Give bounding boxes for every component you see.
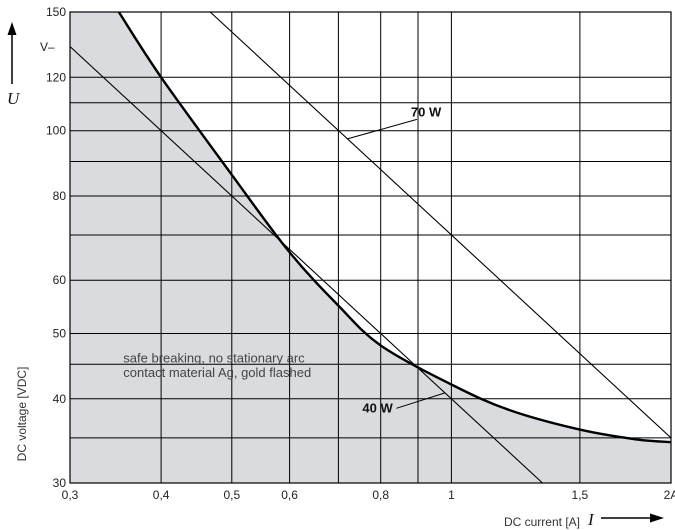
y-tick-labels: 30 40 50 60 80 100 120 150 <box>46 5 66 490</box>
y-tick-label: 30 <box>53 476 67 490</box>
plot-frame <box>69 11 672 484</box>
region-annotation: contact material Ag, gold flashed <box>123 365 311 380</box>
x-tick-label: 0,8 <box>372 488 389 502</box>
y-axis-title: DC voltage [VDC] <box>15 367 29 462</box>
region-annotation: safe breaking, no stationary arc <box>123 350 305 365</box>
y-tick-label: 120 <box>46 70 66 84</box>
y-tick-label: 40 <box>53 392 67 406</box>
annotations: safe breaking, no stationary arccontact … <box>123 104 446 415</box>
x-tick-label: 2A <box>664 488 675 502</box>
series-lines <box>70 12 671 483</box>
safe-breaking-region <box>70 12 671 483</box>
y-tick-label: 150 <box>46 5 66 19</box>
x-tick-label: 1 <box>448 488 455 502</box>
series-leader-line <box>396 392 446 409</box>
x-tick-label: 0,6 <box>281 488 298 502</box>
y-tick-label: 100 <box>46 124 66 138</box>
x-tick-label: 0,5 <box>223 488 240 502</box>
x-axis-arrow-icon <box>601 513 664 523</box>
x-axis-title: DC current [A] <box>504 515 580 529</box>
y-tick-label: 50 <box>53 327 67 341</box>
x-tick-label: 1,5 <box>572 488 589 502</box>
y-unit-label: V– <box>40 40 55 54</box>
x-tick-label: 0,4 <box>153 488 170 502</box>
limit-curve <box>117 12 671 444</box>
power-line-70w <box>209 12 671 439</box>
series-label: 70 W <box>411 104 442 119</box>
y-axis-arrow-icon <box>7 22 17 84</box>
y-tick-label: 80 <box>53 189 67 203</box>
series-label: 40 W <box>362 400 393 415</box>
series-leader-line <box>347 118 418 140</box>
x-tick-label: 0,3 <box>62 488 79 502</box>
power-line-40w <box>70 46 543 483</box>
y-tick-label: 60 <box>53 273 67 287</box>
y-axis-symbol: U <box>7 89 21 108</box>
x-tick-labels: 0,3 0,4 0,5 0,6 0,8 1 1,5 2A <box>62 488 675 502</box>
x-axis-symbol: I <box>587 510 595 529</box>
